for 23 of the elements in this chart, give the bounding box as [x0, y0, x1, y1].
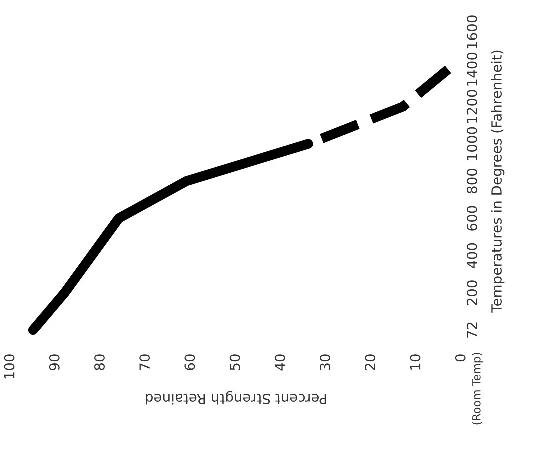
- x-tick-label: 80: [94, 354, 105, 370]
- text: (Room Temp): [472, 353, 483, 425]
- y-tick-label: 200: [466, 280, 478, 306]
- y-tick-label: 1400: [466, 52, 478, 86]
- x-tick-label: 30: [320, 354, 331, 370]
- x-tick-label: 0: [455, 354, 466, 362]
- x-tick-label: 10: [410, 354, 421, 370]
- x-tick-label: 20: [365, 354, 376, 370]
- x-tick-label: 90: [49, 354, 60, 370]
- y-axis-title: Temperatures in Degrees (Fahrenheit): [491, 50, 505, 313]
- y-tick-label: 1000: [466, 127, 478, 160]
- x-tick-label: 100: [4, 354, 15, 379]
- x-tick-label: 40: [274, 354, 286, 371]
- y-tick-label: 800: [466, 168, 478, 194]
- x-tick-label: 50: [230, 354, 240, 370]
- y-tick-label: 600: [466, 206, 478, 231]
- x-tick-label: 70: [140, 354, 150, 370]
- y-tick-label: 1200: [466, 90, 478, 123]
- x-axis-title: Percent Strength Retained: [146, 391, 326, 405]
- y-tick-label: 400: [466, 243, 478, 268]
- y-tick-label: 1600: [466, 16, 478, 49]
- y-tick-label: 72: [466, 322, 478, 338]
- x-tick-label: 60: [184, 354, 196, 370]
